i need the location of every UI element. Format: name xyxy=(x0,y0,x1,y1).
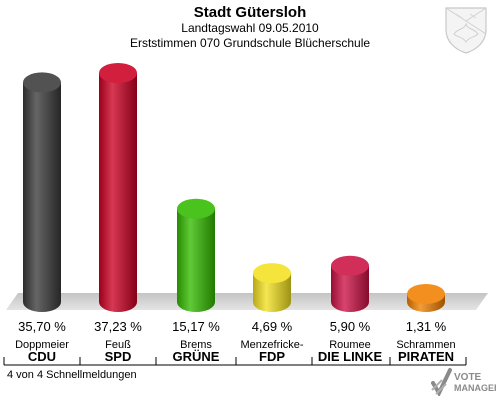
bar-cdu xyxy=(23,82,61,312)
bar-fdp xyxy=(253,273,291,312)
bar-grüne xyxy=(177,208,215,312)
bar-top-3 xyxy=(253,263,291,284)
candidate-label: Brems xyxy=(180,339,212,351)
bar-die-linke xyxy=(331,265,369,312)
vote-manager-logo: VOTE MANAGER xyxy=(431,368,496,396)
chart-header: Stadt Gütersloh Landtagswahl 09.05.2010 … xyxy=(0,4,500,51)
value-label: 15,17 % xyxy=(172,319,220,334)
chart-subtitle-detail: Erststimmen 070 Grundschule Blücherschul… xyxy=(129,36,371,50)
category-label: SPD xyxy=(105,349,132,364)
value-label: 1,31 % xyxy=(406,319,447,334)
candidate-label: Doppmeier xyxy=(15,339,69,351)
candidate-label: Feuß xyxy=(105,339,131,351)
category-label: CDU xyxy=(28,349,56,364)
bar-top-1 xyxy=(99,63,137,83)
bar-top-0 xyxy=(23,72,61,93)
bar-top-2 xyxy=(177,198,215,219)
candidate-label: Schrammen xyxy=(396,339,455,351)
logo-line1: VOTE xyxy=(454,372,482,383)
value-label: 35,70 % xyxy=(18,319,66,334)
candidate-label: Roumee xyxy=(329,339,371,351)
chart-title: Stadt Gütersloh xyxy=(193,4,307,21)
chart-subtitle: Landtagswahl 09.05.2010 xyxy=(181,21,319,35)
category-label: DIE LINKE xyxy=(318,349,383,364)
logo-line2: MANAGER xyxy=(454,383,496,393)
ballot-check-icon xyxy=(431,368,452,396)
value-label: 37,23 % xyxy=(94,319,142,334)
coat-of-arms-icon xyxy=(445,7,487,54)
footer-status: 4 von 4 Schnellmeldungen xyxy=(7,369,137,381)
candidate-label: Menzefricke- xyxy=(241,339,304,351)
category-label: FDP xyxy=(259,349,285,364)
bar-spd xyxy=(99,73,137,312)
value-label: 5,90 % xyxy=(330,319,371,334)
category-label: PIRATEN xyxy=(398,349,454,364)
bar-top-5 xyxy=(407,283,445,304)
category-label: GRÜNE xyxy=(173,349,220,364)
value-label: 4,69 % xyxy=(252,319,293,334)
bar-top-4 xyxy=(331,255,369,276)
